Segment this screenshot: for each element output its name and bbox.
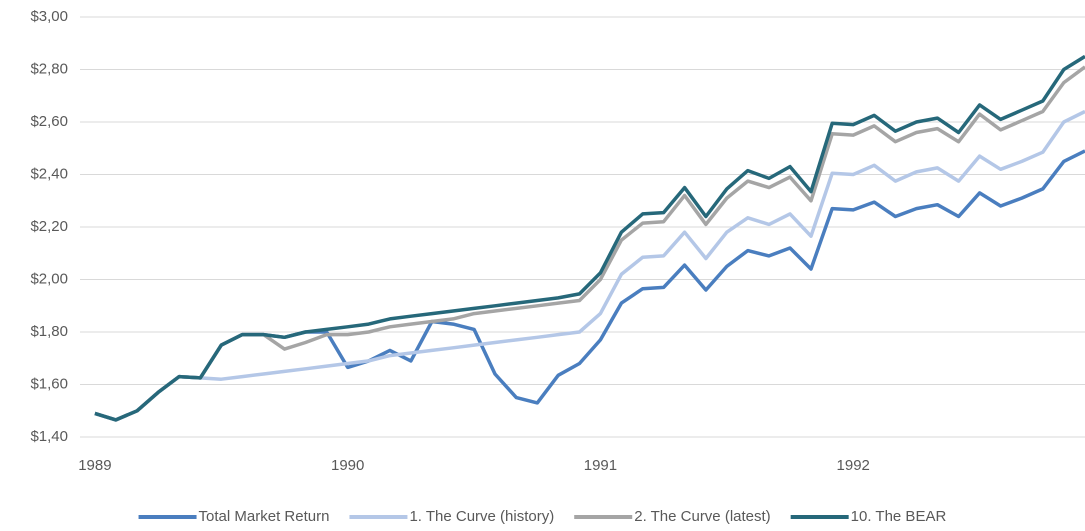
y-tick-label: $2,00 xyxy=(30,270,68,287)
x-tick-label: 1992 xyxy=(837,457,870,474)
series-line xyxy=(94,109,1085,422)
y-tick-label: $2,60 xyxy=(30,113,68,130)
y-tick-label: $1,80 xyxy=(30,323,68,340)
legend-label: 1. The Curve (history) xyxy=(409,508,554,525)
x-tick-label: 1989 xyxy=(78,457,111,474)
legend-label: 2. The Curve (latest) xyxy=(634,508,770,525)
legend: Total Market Return 1. The Curve (history… xyxy=(138,508,947,525)
x-tick-label: 1990 xyxy=(331,457,364,474)
y-tick-label: $2,20 xyxy=(30,218,68,235)
y-tick-label: $1,60 xyxy=(30,375,68,392)
y-tick-label: $1,40 xyxy=(30,428,68,445)
y-tick-label: $2,80 xyxy=(30,60,68,77)
x-tick-label: 1991 xyxy=(584,457,617,474)
series-line xyxy=(94,54,1085,422)
y-tick-label: $2,40 xyxy=(30,165,68,182)
legend-label: 10. The BEAR xyxy=(851,508,947,525)
y-tick-label: $3,00 xyxy=(30,8,68,25)
legend-label: Total Market Return xyxy=(199,508,330,525)
